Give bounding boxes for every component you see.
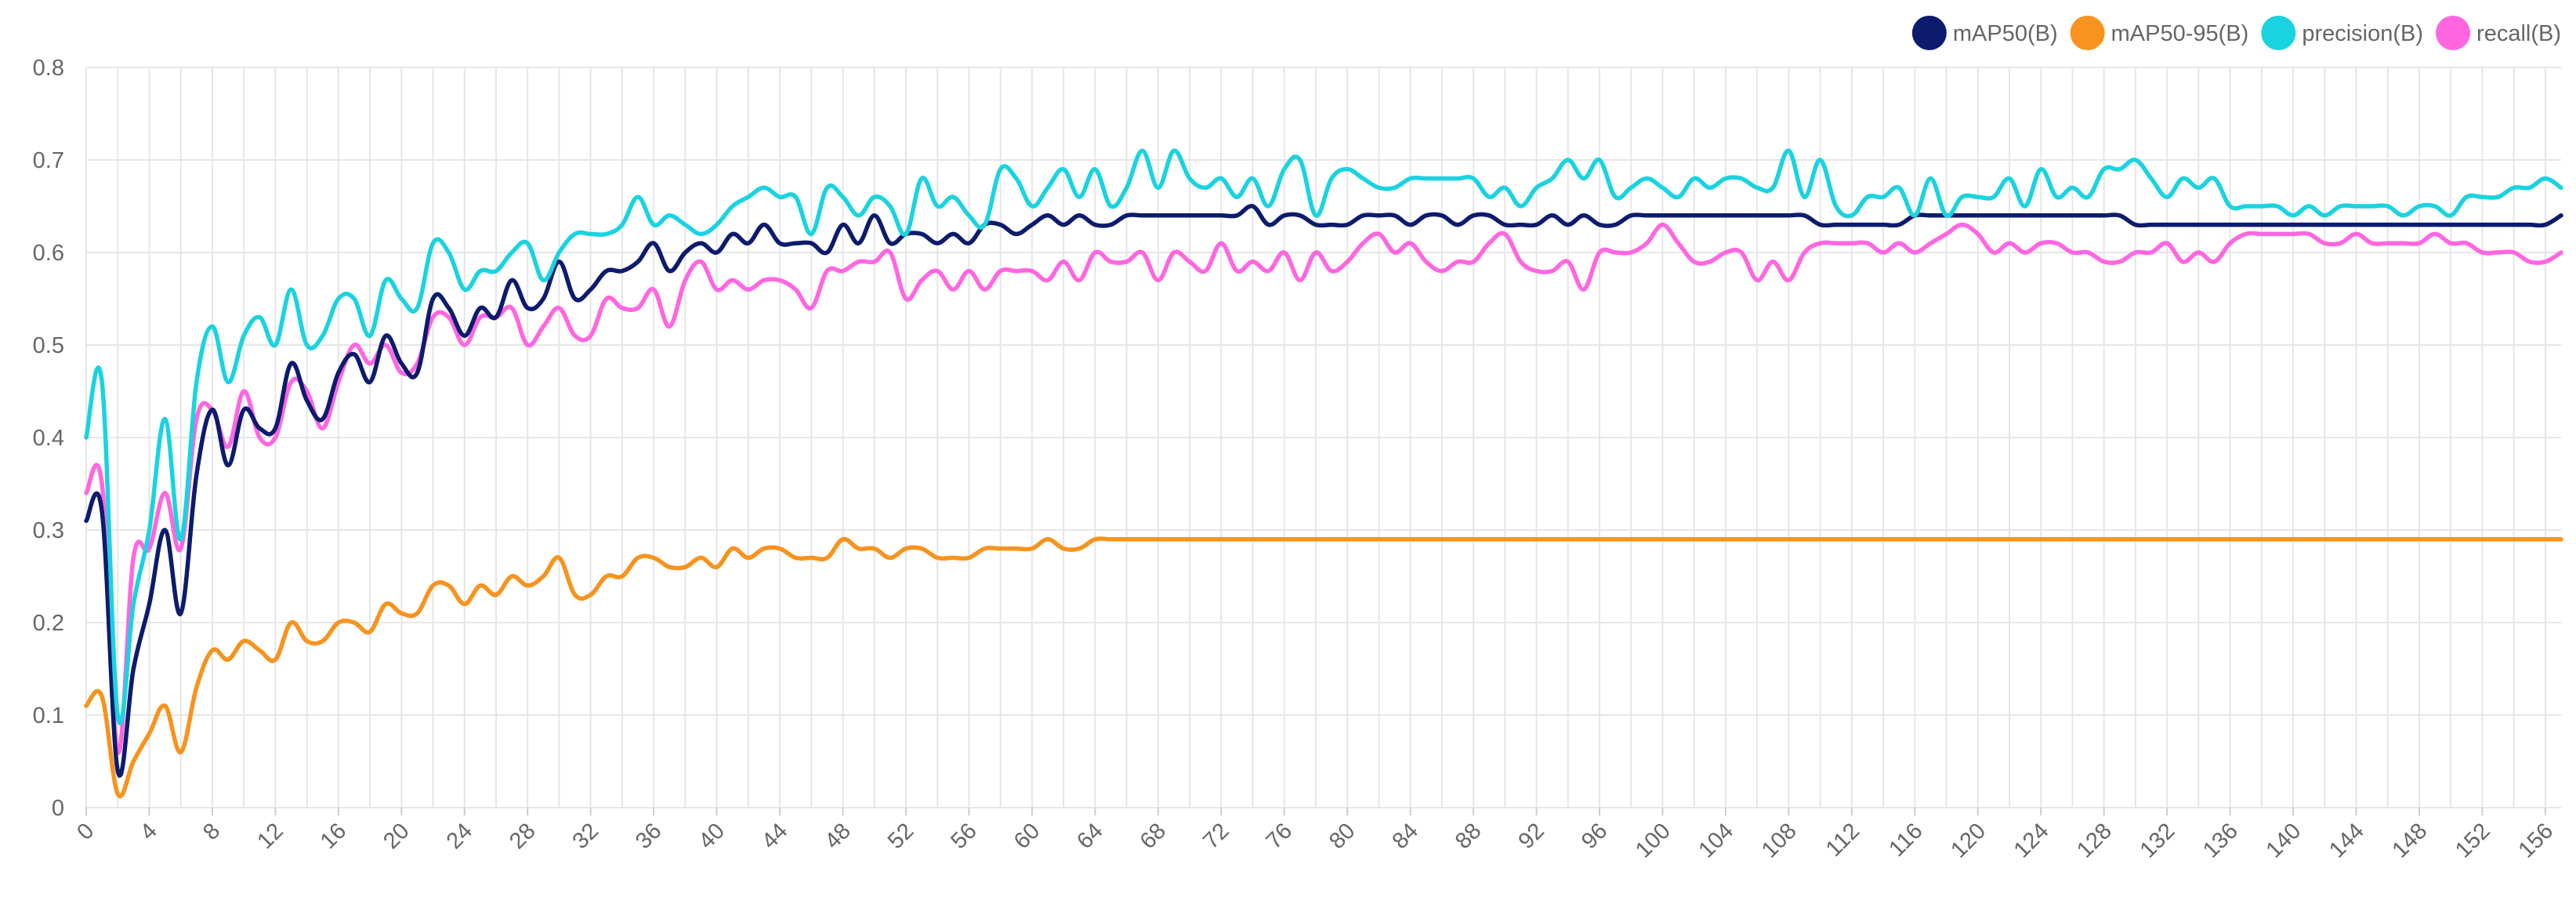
x-tick-label: 140 (2262, 819, 2306, 863)
x-tick-label: 16 (316, 819, 351, 854)
x-tick-label: 92 (1513, 819, 1549, 854)
legend-swatch (2261, 16, 2296, 50)
x-tick-label: 120 (1946, 819, 1991, 863)
x-tick-label: 156 (2513, 819, 2558, 863)
x-tick-label: 136 (2198, 819, 2243, 863)
legend-item-precision-b[interactable]: precision(B) (2261, 16, 2423, 50)
legend-item-map50-95-b[interactable]: mAP50-95(B) (2070, 16, 2249, 50)
x-tick-label: 4 (136, 819, 162, 845)
y-tick-label: 0.8 (33, 56, 64, 81)
series-line-precision-b (84, 148, 2563, 726)
x-tick-label: 88 (1451, 819, 1486, 854)
y-tick-label: 0.4 (33, 426, 64, 451)
legend-swatch (2436, 16, 2471, 50)
x-tick-label: 124 (2009, 819, 2054, 863)
y-tick-label: 0.6 (33, 241, 64, 266)
x-tick-label: 48 (820, 819, 855, 854)
legend-label: recall(B) (2476, 21, 2561, 46)
x-tick-label: 20 (379, 819, 414, 854)
x-tick-label: 148 (2387, 819, 2432, 863)
legend-item-map50-b[interactable]: mAP50(B) (1911, 16, 2058, 50)
series-line-map50-95-b (84, 536, 2563, 799)
legend-label: precision(B) (2302, 21, 2423, 46)
legend-swatch (2070, 16, 2105, 50)
x-tick-label: 36 (631, 819, 666, 854)
x-tick-label: 80 (1324, 819, 1360, 854)
x-tick-label: 84 (1388, 819, 1423, 854)
series-line-recall-b (84, 222, 2563, 755)
x-tick-label: 0 (72, 819, 99, 845)
x-tick-label: 116 (1884, 819, 1927, 862)
x-tick-label: 60 (1009, 819, 1045, 854)
grid (85, 67, 2561, 808)
y-tick-label: 0.5 (33, 333, 64, 358)
x-tick-label: 8 (198, 819, 225, 845)
x-axis-ticks: 0 4 8 12 16 20 24 28 32 36 40 44 48 52 56 60 64 68 72 76 80 8… (72, 808, 2558, 863)
x-tick-label: 76 (1262, 819, 1297, 854)
x-tick-label: 72 (1198, 819, 1234, 854)
x-tick-label: 96 (1577, 819, 1612, 854)
x-tick-label: 24 (442, 819, 477, 854)
legend-label: mAP50-95(B) (2111, 21, 2249, 46)
x-tick-label: 52 (883, 819, 918, 854)
x-tick-label: 112 (1821, 819, 1864, 862)
series-lines (84, 148, 2563, 799)
y-tick-label: 0.3 (33, 518, 64, 543)
x-tick-label: 64 (1072, 819, 1107, 854)
y-tick-label: 0.1 (33, 703, 64, 728)
x-tick-label: 32 (568, 819, 603, 854)
x-tick-label: 132 (2136, 819, 2180, 863)
x-tick-label: 28 (505, 819, 540, 854)
x-tick-label: 40 (694, 819, 730, 854)
x-tick-label: 68 (1136, 819, 1171, 854)
x-tick-label: 152 (2451, 819, 2495, 863)
legend-item-recall-b[interactable]: recall(B) (2436, 16, 2561, 50)
y-tick-label: 0.7 (33, 148, 64, 173)
x-tick-label: 100 (1631, 819, 1676, 863)
x-tick-label: 44 (757, 819, 792, 854)
legend: recall(B) precision(B) mAP50-95(B) mAP50(B) (1911, 16, 2561, 50)
y-axis-ticks: 0 0.1 0.2 0.3 0.4 0.5 0.6 0.7 0.8 (33, 56, 64, 821)
y-tick-label: 0.2 (33, 611, 64, 636)
x-tick-label: 108 (1757, 819, 1802, 863)
legend-swatch (1911, 16, 1947, 50)
x-tick-label: 144 (2324, 819, 2369, 863)
series-line-map50-b (84, 204, 2563, 778)
x-tick-label: 104 (1694, 819, 1738, 863)
y-tick-label: 0 (52, 796, 64, 821)
x-tick-label: 128 (2072, 819, 2117, 863)
x-tick-label: 56 (946, 819, 981, 854)
legend-label: mAP50(B) (1953, 21, 2058, 46)
x-tick-label: 12 (252, 819, 288, 854)
